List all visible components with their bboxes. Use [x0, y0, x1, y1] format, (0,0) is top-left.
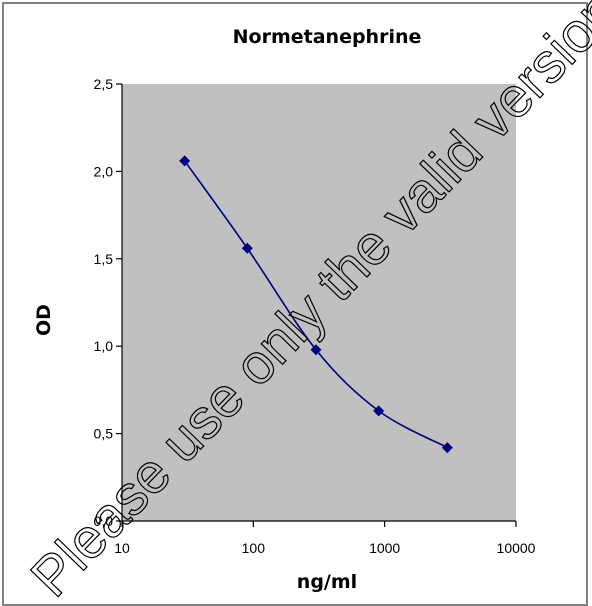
chart-title: Normetanephrine	[233, 26, 422, 48]
data-point-marker	[373, 405, 385, 417]
series-markers	[179, 155, 453, 454]
x-tick-label: 1000	[369, 540, 400, 556]
x-axis: 10 100 1000 10000	[114, 520, 536, 556]
y-tick-label: 2,0	[94, 163, 114, 179]
y-tick-label: 1,0	[94, 338, 114, 354]
y-tick-label: 0,5	[94, 426, 114, 442]
series-line	[184, 160, 448, 449]
data-point-marker	[441, 442, 453, 454]
y-tick-label: 1,5	[94, 251, 114, 267]
data-point-marker	[179, 155, 191, 167]
x-tick-label: 100	[242, 540, 266, 556]
y-tick-label: 0,0	[94, 513, 114, 529]
x-tick-label: 10000	[497, 540, 536, 556]
data-point-marker	[310, 344, 322, 356]
data-point-marker	[241, 242, 253, 254]
y-axis-label: OD	[33, 304, 55, 336]
x-axis-label: ng/ml	[297, 571, 357, 593]
y-tick-label: 2,5	[94, 76, 114, 92]
x-tick-label: 10	[114, 540, 130, 556]
y-axis: 0,0 0,5 1,0 1,5 2,0 2,5	[94, 76, 123, 529]
